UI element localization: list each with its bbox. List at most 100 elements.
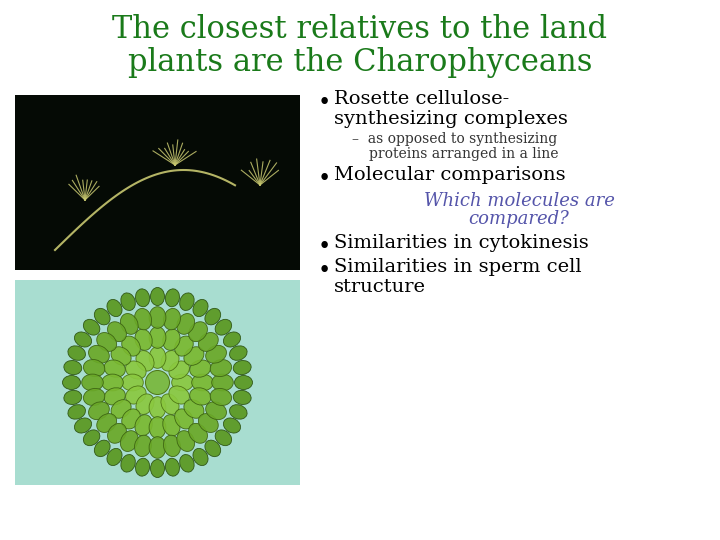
Ellipse shape [64, 390, 82, 404]
Ellipse shape [84, 319, 100, 335]
Ellipse shape [64, 361, 82, 375]
Text: proteins arranged in a line: proteins arranged in a line [369, 147, 559, 161]
Text: synthesizing complexes: synthesizing complexes [334, 110, 568, 128]
FancyBboxPatch shape [15, 280, 300, 485]
Ellipse shape [149, 307, 166, 328]
Ellipse shape [205, 440, 220, 457]
Ellipse shape [189, 322, 207, 342]
Ellipse shape [107, 300, 122, 316]
Ellipse shape [230, 404, 247, 419]
Ellipse shape [102, 374, 123, 391]
Ellipse shape [125, 386, 146, 404]
Ellipse shape [223, 418, 240, 433]
Text: Which molecules are: Which molecules are [423, 192, 614, 210]
Ellipse shape [107, 448, 122, 465]
Ellipse shape [235, 375, 253, 389]
Ellipse shape [84, 388, 105, 406]
Ellipse shape [122, 336, 140, 356]
Ellipse shape [121, 293, 135, 310]
Ellipse shape [135, 415, 152, 436]
Ellipse shape [230, 346, 247, 360]
Ellipse shape [94, 440, 110, 457]
Ellipse shape [74, 332, 91, 347]
Ellipse shape [177, 314, 194, 334]
Ellipse shape [122, 374, 143, 391]
Ellipse shape [215, 430, 232, 446]
Ellipse shape [193, 448, 208, 465]
Ellipse shape [136, 350, 154, 371]
Ellipse shape [161, 394, 179, 414]
Ellipse shape [180, 455, 194, 472]
Ellipse shape [206, 402, 227, 420]
Text: •: • [318, 236, 331, 258]
Ellipse shape [206, 346, 227, 363]
Ellipse shape [150, 460, 164, 477]
Ellipse shape [193, 300, 208, 316]
Ellipse shape [177, 431, 194, 451]
Ellipse shape [135, 308, 152, 330]
Ellipse shape [171, 374, 193, 391]
Ellipse shape [163, 435, 181, 456]
Ellipse shape [166, 458, 179, 476]
Ellipse shape [135, 289, 150, 307]
Ellipse shape [122, 409, 140, 429]
Ellipse shape [199, 333, 218, 352]
Ellipse shape [175, 336, 193, 356]
Ellipse shape [135, 458, 150, 476]
Ellipse shape [84, 360, 105, 376]
Text: compared?: compared? [469, 210, 570, 228]
Ellipse shape [210, 388, 232, 406]
Ellipse shape [104, 360, 125, 377]
Ellipse shape [89, 346, 109, 363]
Ellipse shape [163, 415, 180, 436]
Ellipse shape [104, 388, 125, 405]
Ellipse shape [107, 423, 127, 443]
Text: •: • [318, 92, 331, 114]
Text: Similarities in cytokinesis: Similarities in cytokinesis [334, 234, 589, 252]
Ellipse shape [233, 361, 251, 375]
Text: Similarities in sperm cell: Similarities in sperm cell [334, 258, 582, 276]
Ellipse shape [189, 423, 207, 443]
Ellipse shape [212, 374, 233, 391]
Ellipse shape [161, 350, 179, 371]
Ellipse shape [175, 409, 193, 429]
Ellipse shape [166, 289, 179, 307]
Ellipse shape [96, 333, 117, 352]
Ellipse shape [210, 360, 232, 376]
Ellipse shape [163, 308, 181, 330]
Ellipse shape [180, 293, 194, 310]
Text: •: • [318, 168, 331, 190]
Ellipse shape [145, 370, 169, 395]
Ellipse shape [68, 346, 86, 360]
Ellipse shape [192, 374, 213, 391]
Ellipse shape [135, 329, 152, 350]
Text: plants are the Charophyceans: plants are the Charophyceans [127, 46, 593, 78]
Ellipse shape [111, 347, 131, 366]
Text: Molecular comparisons: Molecular comparisons [334, 166, 566, 184]
Ellipse shape [120, 431, 138, 451]
Ellipse shape [205, 308, 220, 325]
Ellipse shape [184, 347, 204, 366]
Ellipse shape [68, 404, 86, 419]
Ellipse shape [84, 430, 100, 446]
Ellipse shape [125, 361, 146, 379]
Ellipse shape [149, 437, 166, 458]
Ellipse shape [120, 314, 138, 334]
Text: structure: structure [334, 278, 426, 296]
Ellipse shape [184, 400, 204, 419]
Ellipse shape [74, 418, 91, 433]
Ellipse shape [169, 361, 189, 379]
Ellipse shape [63, 375, 81, 389]
Ellipse shape [121, 455, 135, 472]
Ellipse shape [81, 374, 103, 391]
Ellipse shape [215, 319, 232, 335]
FancyBboxPatch shape [15, 95, 300, 270]
Ellipse shape [136, 394, 154, 414]
Ellipse shape [96, 414, 117, 433]
Ellipse shape [199, 414, 218, 433]
Ellipse shape [111, 400, 131, 419]
Ellipse shape [149, 397, 166, 418]
Text: –  as opposed to synthesizing: – as opposed to synthesizing [352, 132, 557, 146]
Ellipse shape [233, 390, 251, 404]
Ellipse shape [149, 417, 166, 438]
